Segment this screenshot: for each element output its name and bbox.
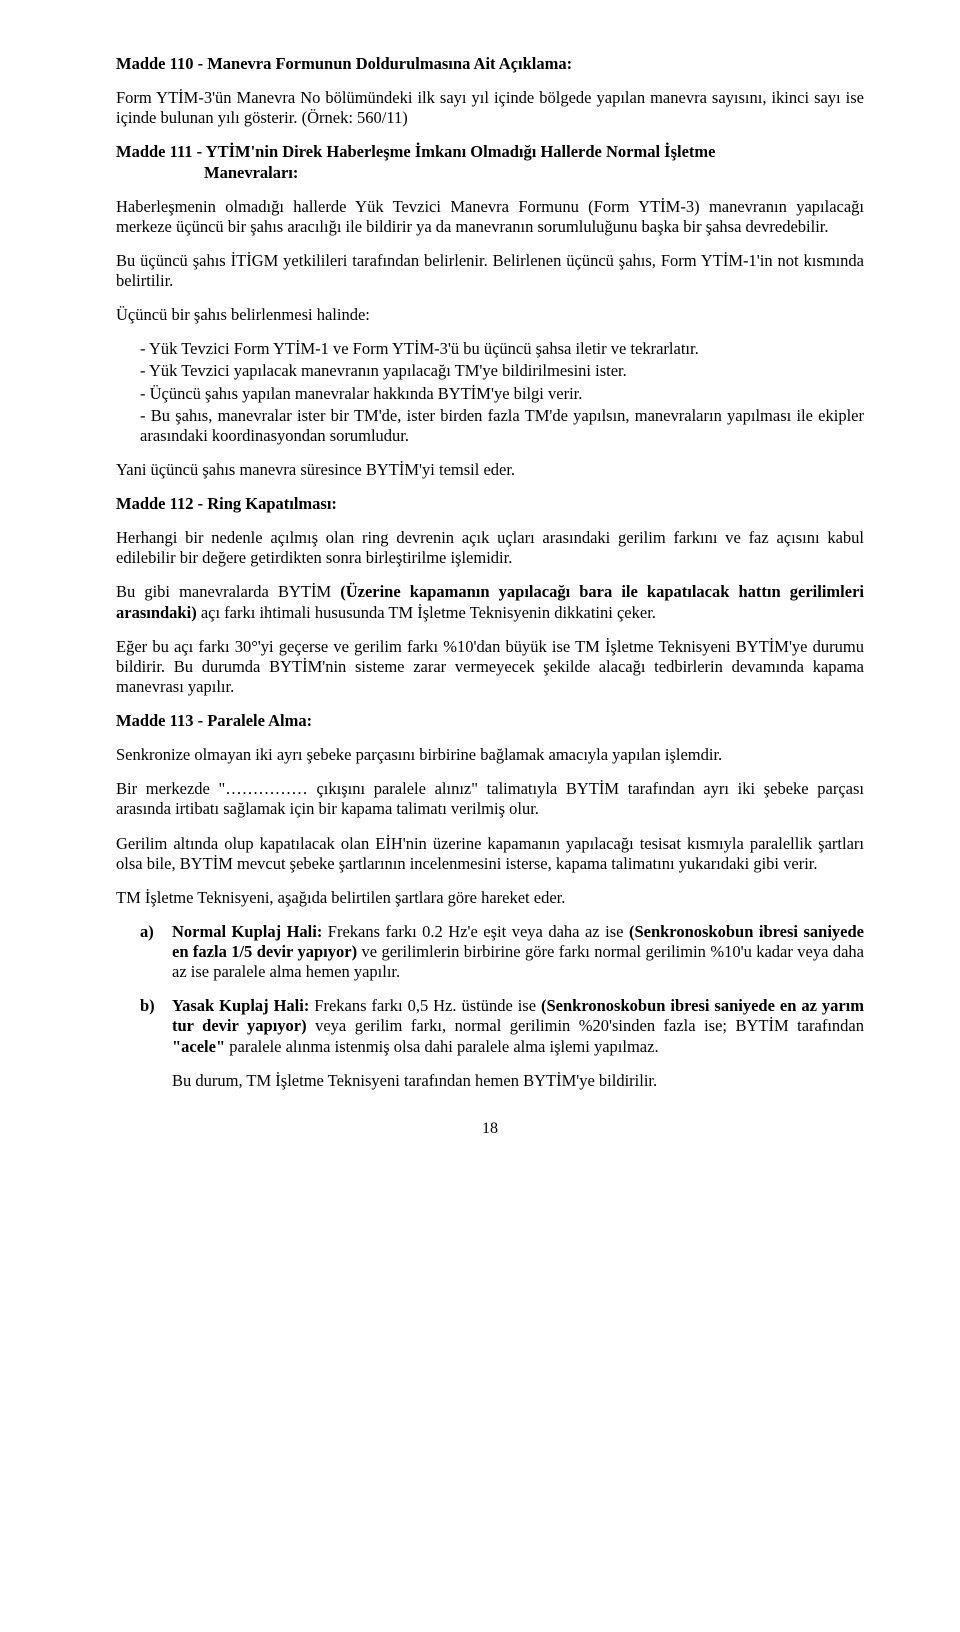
m112-p1: Herhangi bir nedenle açılmış olan ring d…: [116, 528, 864, 568]
m113-b-t3: paralele alınma istenmiş olsa dahi paral…: [225, 1037, 658, 1056]
heading-madde-112: Madde 112 - Ring Kapatılması:: [116, 494, 864, 514]
m113-olist: a) Normal Kuplaj Hali: Frekans farkı 0.2…: [116, 922, 864, 1091]
m113-p2: Bir merkezde "…………… çıkışını paralele al…: [116, 779, 864, 819]
heading-madde-111: Madde 111 - YTİM'nin Direk Haberleşme İm…: [116, 142, 864, 182]
m113-item-a: a) Normal Kuplaj Hali: Frekans farkı 0.2…: [140, 922, 864, 982]
m111-li4: - Bu şahıs, manevralar ister bir TM'de, …: [140, 406, 864, 446]
m113-p4: TM İşletme Teknisyeni, aşağıda belirtile…: [116, 888, 864, 908]
m111-list: - Yük Tevzici Form YTİM-1 ve Form YTİM-3…: [116, 339, 864, 446]
m111-p1: Haberleşmenin olmadığı hallerde Yük Tevz…: [116, 197, 864, 237]
document-page: Madde 110 - Manevra Formunun Doldurulmas…: [0, 0, 960, 1632]
m112-p2c: açı farkı ihtimali hususunda TM İşletme …: [197, 603, 656, 622]
m113-b-t1: Frekans farkı 0,5 Hz. üstünde ise: [309, 996, 541, 1015]
m111-p2: Bu üçüncü şahıs İTİGM yetkilileri tarafı…: [116, 251, 864, 291]
m113-item-b: b) Yasak Kuplaj Hali: Frekans farkı 0,5 …: [140, 996, 864, 1091]
heading-madde-110: Madde 110 - Manevra Formunun Doldurulmas…: [116, 54, 864, 74]
m111-p3: Üçüncü bir şahıs belirlenmesi halinde:: [116, 305, 864, 325]
m113-p1: Senkronize olmayan iki ayrı şebeke parça…: [116, 745, 864, 765]
m113-b-p2: Bu durum, TM İşletme Teknisyeni tarafınd…: [172, 1071, 864, 1091]
m113-a-t1: Frekans farkı 0.2 Hz'e eşit veya daha az…: [322, 922, 629, 941]
heading-madde-113: Madde 113 - Paralele Alma:: [116, 711, 864, 731]
m113-b-t2: veya gerilim farkı, normal gerilimin %20…: [307, 1016, 864, 1035]
m113-a-marker: a): [140, 922, 172, 982]
m113-b-body: Yasak Kuplaj Hali: Frekans farkı 0,5 Hz.…: [172, 996, 864, 1091]
m111-p4: Yani üçüncü şahıs manevra süresince BYTİ…: [116, 460, 864, 480]
m113-b-b3: "acele": [172, 1037, 225, 1056]
m113-a-b1: Normal Kuplaj Hali:: [172, 922, 322, 941]
m112-p2a: Bu gibi manevralarda BYTİM: [116, 582, 340, 601]
m113-a-body: Normal Kuplaj Hali: Frekans farkı 0.2 Hz…: [172, 922, 864, 982]
m111-heading-l2: Manevraları:: [116, 163, 864, 183]
m111-li3: - Üçüncü şahıs yapılan manevralar hakkın…: [140, 384, 864, 404]
m113-b-marker: b): [140, 996, 172, 1091]
m113-p3: Gerilim altında olup kapatılacak olan Eİ…: [116, 834, 864, 874]
m113-b-b1: Yasak Kuplaj Hali:: [172, 996, 309, 1015]
m111-li1: - Yük Tevzici Form YTİM-1 ve Form YTİM-3…: [140, 339, 864, 359]
m112-p3: Eğer bu açı farkı 30°'yi geçerse ve geri…: [116, 637, 864, 697]
m111-li2: - Yük Tevzici yapılacak manevranın yapıl…: [140, 361, 864, 381]
m112-p2: Bu gibi manevralarda BYTİM (Üzerine kapa…: [116, 582, 864, 622]
m110-p1: Form YTİM-3'ün Manevra No bölümündeki il…: [116, 88, 864, 128]
m111-heading-l1: Madde 111 - YTİM'nin Direk Haberleşme İm…: [116, 142, 864, 162]
page-number: 18: [116, 1119, 864, 1139]
